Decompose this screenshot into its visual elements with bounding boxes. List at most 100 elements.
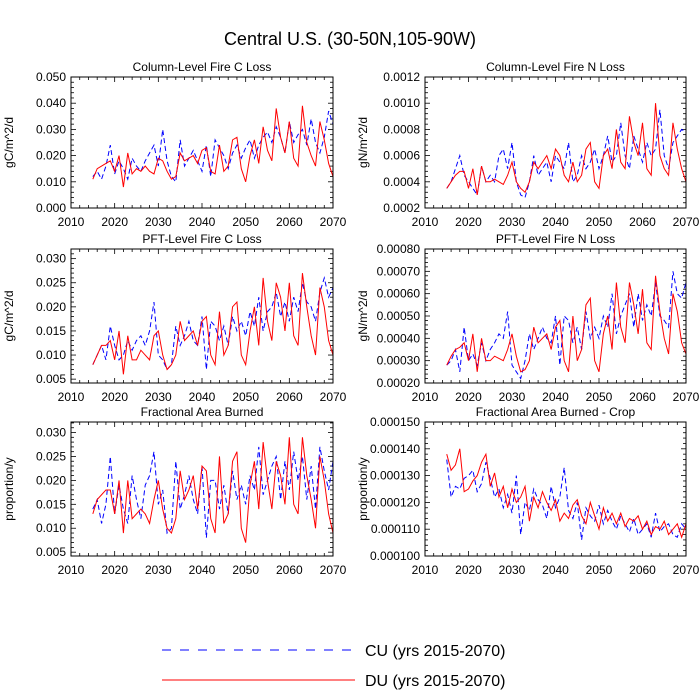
panel-title: Fractional Area Burned - Crop bbox=[476, 405, 636, 419]
series-du-line bbox=[446, 275, 686, 373]
y-tick-label: 0.025 bbox=[36, 449, 66, 463]
x-tick-label: 2050 bbox=[232, 390, 259, 404]
x-tick-label: 2030 bbox=[145, 390, 172, 404]
series-du-line bbox=[446, 103, 686, 195]
x-tick-label: 2010 bbox=[412, 390, 439, 404]
x-tick-label: 2060 bbox=[629, 563, 656, 577]
x-tick-label: 2030 bbox=[145, 215, 172, 229]
x-tick-label: 2010 bbox=[58, 390, 85, 404]
x-tick-label: 2060 bbox=[276, 563, 303, 577]
series-cu-line bbox=[92, 275, 333, 371]
x-tick-label: 2050 bbox=[586, 215, 613, 229]
figure-title: Central U.S. (30-50N,105-90W) bbox=[224, 29, 476, 49]
plot-frame bbox=[70, 421, 334, 557]
x-tick-label: 2030 bbox=[499, 215, 526, 229]
x-tick-label: 2070 bbox=[320, 215, 347, 229]
y-tick-label: 0.040 bbox=[36, 96, 66, 110]
y-tick-label: 0.00050 bbox=[377, 309, 421, 323]
y-tick-label: 0.010 bbox=[36, 175, 66, 189]
y-tick-label: 0.0002 bbox=[383, 201, 420, 215]
x-tick-label: 2020 bbox=[101, 390, 128, 404]
x-tick-label: 2050 bbox=[586, 563, 613, 577]
legend-du-label: DU (yrs 2015-2070) bbox=[365, 673, 506, 690]
y-tick-label: 0.015 bbox=[36, 497, 66, 511]
series-cu-line bbox=[446, 271, 686, 380]
y-axis-label: gC/m^2/d bbox=[2, 117, 16, 168]
y-tick-label: 0.030 bbox=[36, 426, 66, 440]
y-tick-label: 0.0006 bbox=[383, 149, 420, 163]
x-tick-label: 2050 bbox=[232, 215, 259, 229]
panel-title: Column-Level Fire C Loss bbox=[133, 60, 272, 74]
series-cu-line bbox=[92, 446, 333, 538]
legend-cu-label: CU (yrs 2015-2070) bbox=[365, 643, 506, 660]
y-tick-label: 0.015 bbox=[36, 324, 66, 338]
y-tick-label: 0.000140 bbox=[370, 442, 420, 456]
y-tick-label: 0.030 bbox=[36, 122, 66, 136]
x-tick-label: 2020 bbox=[455, 215, 482, 229]
x-tick-label: 2070 bbox=[673, 563, 700, 577]
y-tick-label: 0.030 bbox=[36, 252, 66, 266]
y-axis-label: gN/m^2/d bbox=[356, 117, 370, 168]
y-tick-label: 0.00070 bbox=[377, 264, 421, 278]
x-tick-label: 2050 bbox=[232, 563, 259, 577]
plot-frame bbox=[70, 248, 334, 384]
y-tick-label: 0.000130 bbox=[370, 469, 420, 483]
x-tick-label: 2060 bbox=[276, 215, 303, 229]
x-tick-label: 2060 bbox=[629, 390, 656, 404]
x-tick-label: 2040 bbox=[542, 563, 569, 577]
y-tick-label: 0.025 bbox=[36, 276, 66, 290]
y-tick-label: 0.00080 bbox=[377, 242, 421, 256]
y-tick-label: 0.0012 bbox=[383, 70, 420, 84]
x-tick-label: 2020 bbox=[101, 563, 128, 577]
x-tick-label: 2070 bbox=[320, 563, 347, 577]
y-tick-label: 0.000100 bbox=[370, 549, 420, 563]
panel-3: PFT-Level Fire C Loss gC/m^2/d 2010 2020 203… bbox=[2, 232, 347, 404]
x-tick-label: 2060 bbox=[276, 390, 303, 404]
x-tick-label: 2010 bbox=[412, 563, 439, 577]
series-du-line bbox=[446, 448, 686, 539]
x-tick-label: 2040 bbox=[189, 215, 216, 229]
y-tick-label: 0.000110 bbox=[371, 522, 420, 536]
y-axis-label: gN/m^2/d bbox=[356, 291, 370, 342]
y-tick-label: 0.00030 bbox=[377, 354, 421, 368]
x-tick-label: 2020 bbox=[455, 563, 482, 577]
y-tick-label: 0.020 bbox=[36, 300, 66, 314]
x-tick-label: 2020 bbox=[101, 215, 128, 229]
y-tick-label: 0.010 bbox=[36, 348, 66, 362]
panel-title: Column-Level Fire N Loss bbox=[486, 60, 625, 74]
y-axis-label: proportion/y bbox=[356, 457, 370, 520]
x-tick-label: 2040 bbox=[189, 390, 216, 404]
y-tick-label: 0.005 bbox=[36, 372, 66, 386]
x-tick-label: 2020 bbox=[455, 390, 482, 404]
plot-frame bbox=[70, 76, 334, 209]
x-tick-label: 2070 bbox=[673, 215, 700, 229]
series-cu-line bbox=[446, 109, 686, 199]
panel-1: Column-Level Fire C Loss gC/m^2/d 2010 2020… bbox=[2, 60, 347, 229]
y-tick-label: 0.0004 bbox=[383, 175, 420, 189]
panel-title: Fractional Area Burned bbox=[141, 405, 264, 419]
plot-frame bbox=[424, 248, 687, 384]
y-tick-label: 0.020 bbox=[36, 473, 66, 487]
y-tick-label: 0.020 bbox=[36, 149, 66, 163]
x-tick-label: 2070 bbox=[673, 390, 700, 404]
panel-2: Column-Level Fire N Loss gN/m^2/d 2010 2020… bbox=[356, 60, 700, 229]
y-tick-label: 0.00020 bbox=[377, 376, 421, 390]
y-tick-label: 0.0008 bbox=[383, 122, 420, 136]
x-tick-label: 2040 bbox=[542, 215, 569, 229]
series-du-line bbox=[92, 437, 333, 543]
x-tick-label: 2030 bbox=[499, 563, 526, 577]
panel-title: PFT-Level Fire C Loss bbox=[142, 232, 261, 246]
y-tick-label: 0.00040 bbox=[377, 331, 421, 345]
series-cu-line bbox=[92, 110, 333, 184]
panel-4: PFT-Level Fire N Loss gN/m^2/d 2010 2020 203… bbox=[356, 232, 700, 404]
x-tick-label: 2040 bbox=[542, 390, 569, 404]
x-tick-label: 2050 bbox=[586, 390, 613, 404]
x-tick-label: 2030 bbox=[145, 563, 172, 577]
x-tick-label: 2010 bbox=[58, 563, 85, 577]
x-tick-label: 2010 bbox=[58, 215, 85, 229]
x-tick-label: 2010 bbox=[412, 215, 439, 229]
x-tick-label: 2060 bbox=[629, 215, 656, 229]
x-tick-label: 2070 bbox=[320, 390, 347, 404]
y-tick-label: 0.000 bbox=[36, 201, 66, 215]
